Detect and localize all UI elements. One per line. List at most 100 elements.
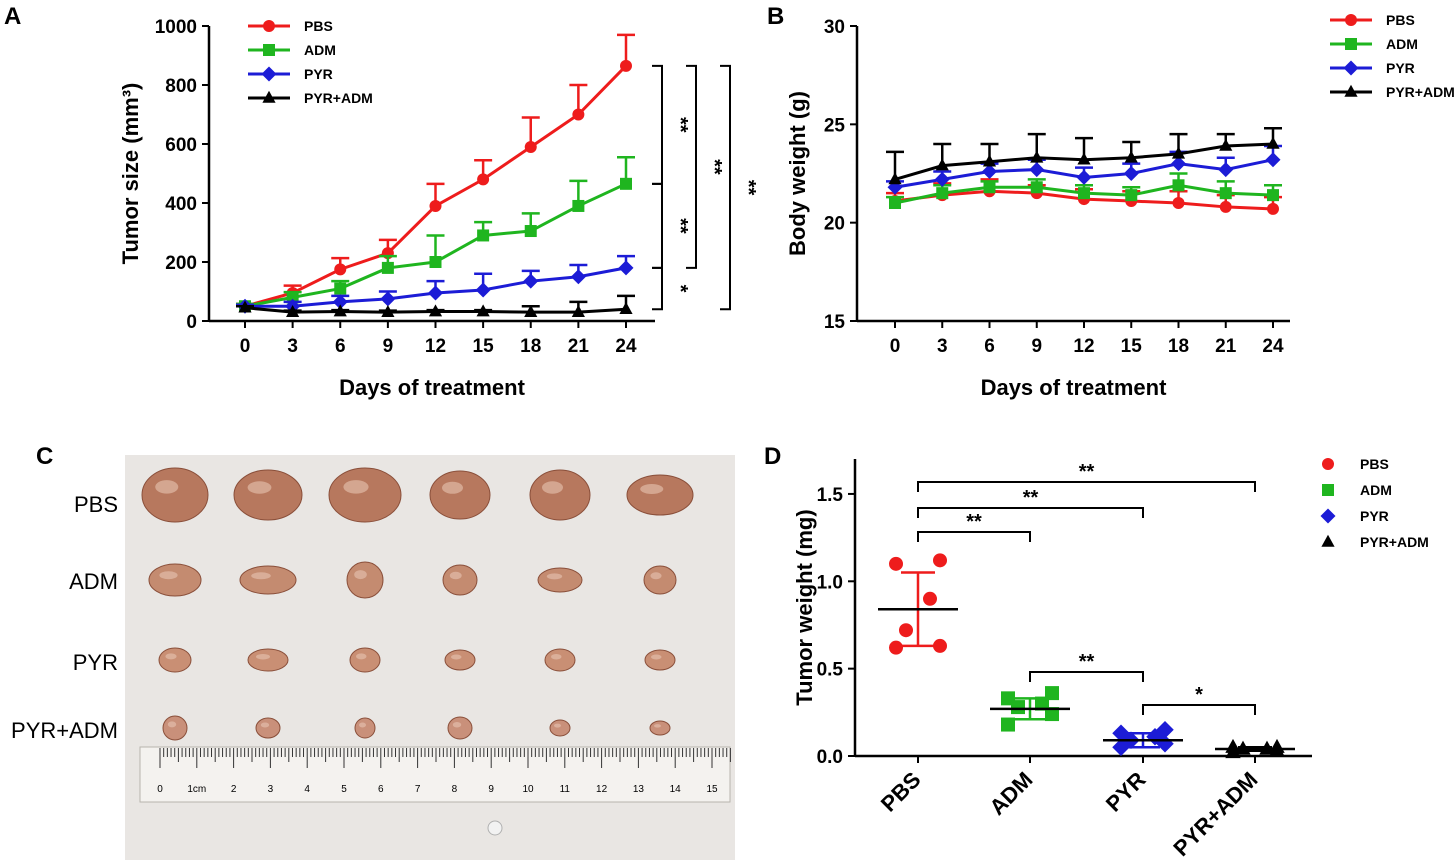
data-point-pyr-adm [1171, 146, 1186, 159]
data-point-pbs [477, 173, 490, 186]
tumor-specimen [247, 648, 289, 672]
data-point-pbs [1172, 197, 1185, 209]
y-tick-label: 1000 [155, 17, 197, 38]
y-tick-label: 1.5 [817, 485, 844, 506]
legend-marker-pyr-adm [1344, 84, 1358, 97]
panel-letter-b: B [767, 3, 784, 30]
data-point-adm [983, 181, 996, 194]
significance-bracket [652, 266, 663, 311]
significance-bracket [686, 64, 697, 269]
data-point-pbs [429, 199, 442, 212]
data-point-pyr-adm [1030, 150, 1044, 163]
legend-marker-pyr [1343, 60, 1359, 76]
tumor-highlight [155, 480, 179, 494]
x-tick-label: 15 [1121, 336, 1143, 357]
data-point-pbs [889, 640, 903, 655]
significance-bracket [917, 481, 1256, 492]
data-point-pyr-adm [982, 154, 997, 167]
x-tick-label: 21 [1215, 336, 1237, 357]
tumor-size-chart: 0 200 400 600 800 1000 0 3 6 9 12 15 18 21 24 Days of t… [118, 17, 759, 400]
legend-label-pbs: PBS [304, 18, 333, 34]
tumor-specimen [537, 567, 583, 593]
tumor-highlight [650, 572, 662, 580]
data-point-adm [1219, 187, 1232, 200]
data-point-pyr [1156, 721, 1174, 739]
data-point-pyr-adm [238, 300, 252, 313]
tumor-specimen [255, 717, 281, 739]
x-tick-label: 15 [473, 336, 495, 357]
data-point-pbs [899, 623, 913, 638]
data-point-pbs [620, 59, 632, 72]
data-point-pyr-adm [381, 304, 395, 317]
legend-label-adm: ADM [1386, 36, 1418, 52]
x-category-label: PYR+ADM [1168, 767, 1262, 861]
tumor-highlight [542, 481, 563, 494]
legend-marker-pyr-adm [262, 90, 276, 103]
y-tick-label: 400 [165, 194, 197, 215]
data-point-pbs [572, 108, 585, 121]
ruler-label: 3 [268, 784, 274, 795]
data-point-pyr [380, 291, 396, 307]
panel-letter-a: A [4, 3, 21, 30]
tumor-specimens [141, 467, 694, 741]
legend-label-pyr: PYR [1386, 60, 1415, 76]
tumor-highlight [167, 721, 177, 728]
tumor-highlight [640, 484, 664, 494]
tumor-specimen [444, 649, 476, 671]
ruler-label: 13 [633, 784, 645, 795]
data-point-adm [381, 261, 394, 274]
tumor-specimen [529, 469, 591, 521]
tumor-specimen [141, 467, 209, 523]
significance-label: ** [703, 159, 725, 175]
data-point-pyr-adm [935, 158, 949, 171]
data-point-pyr-adm [1077, 152, 1091, 165]
y-tick-label: 20 [824, 214, 845, 235]
tumor-highlight [451, 654, 462, 660]
legend-label-adm: ADM [1360, 482, 1392, 498]
legend-label-pbs: PBS [1386, 12, 1415, 28]
x-tick-label: 21 [568, 336, 590, 357]
tumor-photo: PBS ADM PYR PYR+ADM 0 1cm 2 3 4 5 6 7 8 9 10 11 12 13… [11, 455, 735, 860]
tumor-specimen [442, 564, 478, 596]
x-axis-title: Days of treatment [339, 375, 526, 400]
tumor-specimen [549, 719, 571, 737]
data-point-pyr-adm [1124, 150, 1138, 163]
tumor-weight-chart: 0.0 0.5 1.0 1.5 PBS ADM PYR PYR+ADM Tumor weight… [792, 456, 1429, 861]
significance-bracket [1029, 671, 1144, 682]
ruler-hole [487, 820, 503, 836]
significance-bracket [917, 507, 1144, 518]
y-tick-label: 600 [165, 135, 197, 156]
ruler-label: 15 [706, 784, 718, 795]
data-point-pyr-adm [428, 304, 443, 317]
data-point-adm [620, 177, 632, 190]
tumor-specimen [346, 561, 384, 599]
y-tick-label: 1.0 [817, 572, 843, 593]
tumor-highlight [165, 653, 177, 660]
x-tick-label: 6 [335, 336, 346, 357]
data-point-adm [1001, 717, 1015, 732]
legend-label-adm: ADM [304, 42, 336, 58]
data-point-pbs [1267, 202, 1279, 215]
ruler-label: 7 [415, 784, 421, 795]
ruler-label: 5 [341, 784, 347, 795]
data-point-pyr [332, 294, 348, 310]
x-tick-label: 9 [383, 336, 394, 357]
data-point-adm [1030, 181, 1043, 194]
tumor-highlight [551, 653, 562, 660]
data-point-pbs [933, 638, 947, 653]
tumor-highlight [654, 724, 661, 728]
data-point-adm [1125, 189, 1138, 202]
legend-marker-pyr [1320, 508, 1336, 524]
legend-marker-pbs [1322, 458, 1334, 470]
data-point-pyr-adm [619, 302, 633, 314]
significance-bracket [1142, 704, 1256, 715]
x-axis-title: Days of treatment [981, 375, 1168, 400]
data-point-adm [1078, 187, 1090, 200]
tumor-specimen [626, 474, 694, 516]
photo-row-label-pbs: PBS [74, 492, 118, 517]
ruler-label: 8 [452, 784, 458, 795]
data-point-pyr-adm [1269, 738, 1285, 753]
data-point-pyr-adm [524, 304, 538, 317]
data-point-adm [1172, 179, 1185, 192]
ruler-label: 6 [378, 784, 384, 795]
